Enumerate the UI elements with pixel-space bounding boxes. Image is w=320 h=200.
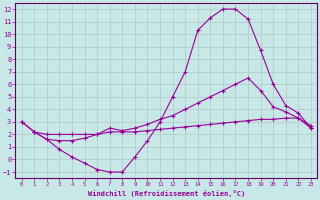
X-axis label: Windchill (Refroidissement éolien,°C): Windchill (Refroidissement éolien,°C) [88, 190, 245, 197]
